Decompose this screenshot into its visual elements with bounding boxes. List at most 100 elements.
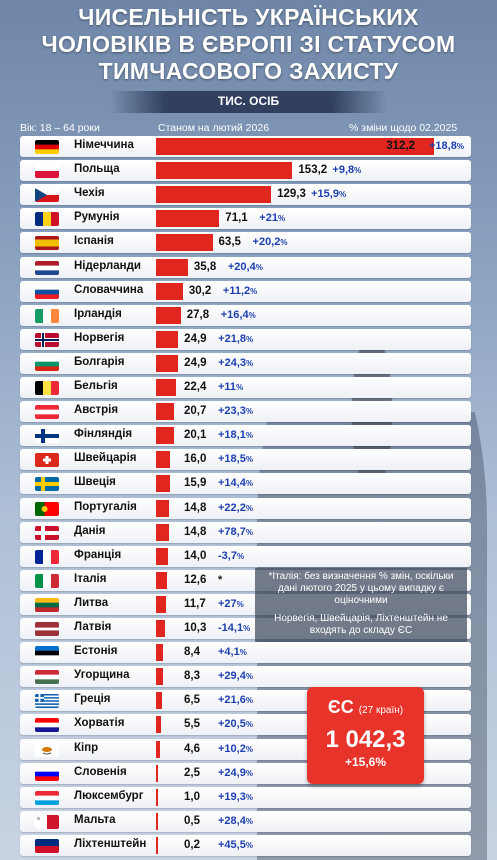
country-row: Франція 14,0 -3,7%	[20, 545, 471, 567]
value-bar	[156, 138, 434, 155]
percent-sign: %	[245, 455, 253, 465]
value-label: 4,6	[184, 742, 200, 755]
value-bar	[156, 595, 167, 613]
change-value: +15,9	[311, 188, 339, 201]
change-label: +45,5%	[218, 839, 253, 851]
value-label: 8,4	[184, 646, 200, 659]
flag-icon	[35, 814, 59, 829]
value-label: 0,5	[184, 814, 200, 827]
value-label: 22,4	[184, 381, 207, 393]
country-label: Португалія	[74, 500, 137, 513]
change-value: +11,2	[222, 284, 251, 297]
change-value: +18,5	[218, 453, 246, 466]
percent-sign: %	[245, 479, 253, 489]
flag-icon	[35, 429, 59, 444]
value-bar	[156, 427, 174, 445]
value-bar	[156, 282, 183, 300]
flag-icon	[35, 188, 59, 203]
value-label: 16,0	[184, 453, 207, 466]
change-value: +16,4	[220, 308, 249, 321]
percent-sign: %	[236, 383, 244, 392]
country-row: Данія 14,8 +78,7%	[20, 521, 471, 543]
flag-icon	[35, 212, 59, 227]
flag-icon	[35, 260, 59, 275]
flag-icon	[35, 356, 59, 371]
change-value: +27	[218, 597, 237, 610]
percent-sign: %	[245, 840, 253, 850]
percent-sign: %	[280, 238, 288, 248]
eu-title: ЄС (27 країн)	[307, 697, 424, 718]
country-row: Португалія 14,8 +22,2%	[20, 497, 471, 519]
percent-sign: %	[277, 214, 286, 224]
country-row: Норвегія 24,9 +21,8%	[20, 328, 471, 350]
flag-icon	[35, 766, 59, 781]
country-label: Ліхтенштейн	[74, 837, 147, 850]
value-label: 24,9	[184, 332, 207, 345]
value-label: 14,8	[184, 501, 207, 514]
flag-icon	[35, 332, 59, 347]
value-bar	[156, 258, 188, 276]
percent-sign: %	[245, 503, 253, 513]
country-label: Мальта	[74, 813, 116, 826]
non-eu-note: Норвегія, Швейцарія, Ліхтенштейн не вход…	[274, 613, 448, 636]
change-label: +21,6%	[218, 694, 253, 706]
change-value: +18,1	[218, 429, 246, 442]
value-bar	[156, 692, 162, 710]
flag-icon	[35, 549, 59, 564]
change-value: +23,3	[218, 405, 246, 418]
percent-sign: %	[243, 624, 251, 633]
flag-icon	[35, 622, 59, 636]
value-bar	[156, 788, 158, 806]
change-header: % зміни щодо 02.2025	[349, 122, 458, 134]
country-label: Словаччина	[74, 283, 144, 296]
country-row: Словаччина 30,2 +11,2%	[20, 280, 471, 302]
italy-note: *Італія: без визначення % змін, оскільки…	[268, 571, 454, 606]
value-label: 24,9	[184, 356, 207, 369]
value-label: 2,5	[184, 766, 200, 779]
percent-sign: %	[236, 551, 245, 561]
country-row: Бельгія 22,4 +11%	[20, 377, 471, 398]
flag-icon	[35, 405, 59, 420]
country-row: Естонія 8,4 +4,1%	[20, 642, 471, 664]
change-value: -3,7	[218, 549, 237, 562]
country-row: Люксембург 1,0 +19,3%	[20, 786, 471, 808]
value-bar	[156, 812, 158, 830]
change-value: +11	[218, 381, 237, 393]
country-label: Литва	[74, 596, 109, 609]
flag-icon	[35, 164, 59, 179]
value-bar	[156, 162, 293, 180]
percent-sign: %	[245, 816, 253, 826]
change-label: +11%	[218, 381, 243, 393]
percent-sign: %	[246, 334, 254, 344]
value-bar	[156, 571, 168, 589]
value-label: 35,8	[193, 260, 217, 273]
country-label: Німеччина	[74, 139, 134, 151]
country-row: Чехія 129,3 +15,9%	[20, 184, 471, 206]
change-label: +14,4%	[218, 477, 253, 489]
change-label: +24,9%	[218, 767, 253, 779]
change-label: +21%	[259, 212, 285, 224]
country-label: Хорватія	[74, 717, 125, 730]
value-label: 20,7	[184, 405, 207, 418]
eu-total-box: ЄС (27 країн) 1 042,3 +15,6%	[307, 687, 424, 784]
change-label: +27%	[218, 598, 244, 610]
footnote-box: *Італія: без визначення % змін, оскільки…	[255, 568, 467, 642]
eu-total-change: +15,6%	[344, 755, 387, 769]
country-label: Франція	[74, 548, 122, 561]
change-value: +22,2	[218, 501, 246, 514]
country-row: Угорщина 8,3 +29,4%	[20, 666, 471, 688]
value-label: 63,5	[218, 236, 241, 249]
percent-sign: %	[245, 720, 253, 730]
country-label: Фінляндія	[74, 428, 133, 441]
flag-icon	[35, 525, 59, 540]
change-value: +18,8	[429, 140, 457, 152]
flag-icon	[35, 140, 59, 154]
country-row: Австрія 20,7 +23,3%	[20, 401, 471, 423]
value-label: 312,2	[386, 140, 415, 152]
percent-sign: %	[248, 310, 256, 320]
change-label: +24,3%	[218, 357, 253, 369]
country-row: Іспанія 63,5 +20,2%	[20, 232, 471, 254]
change-value: +24,3	[218, 356, 247, 369]
country-label: Данія	[74, 524, 106, 537]
change-label: +18,1%	[218, 429, 253, 441]
